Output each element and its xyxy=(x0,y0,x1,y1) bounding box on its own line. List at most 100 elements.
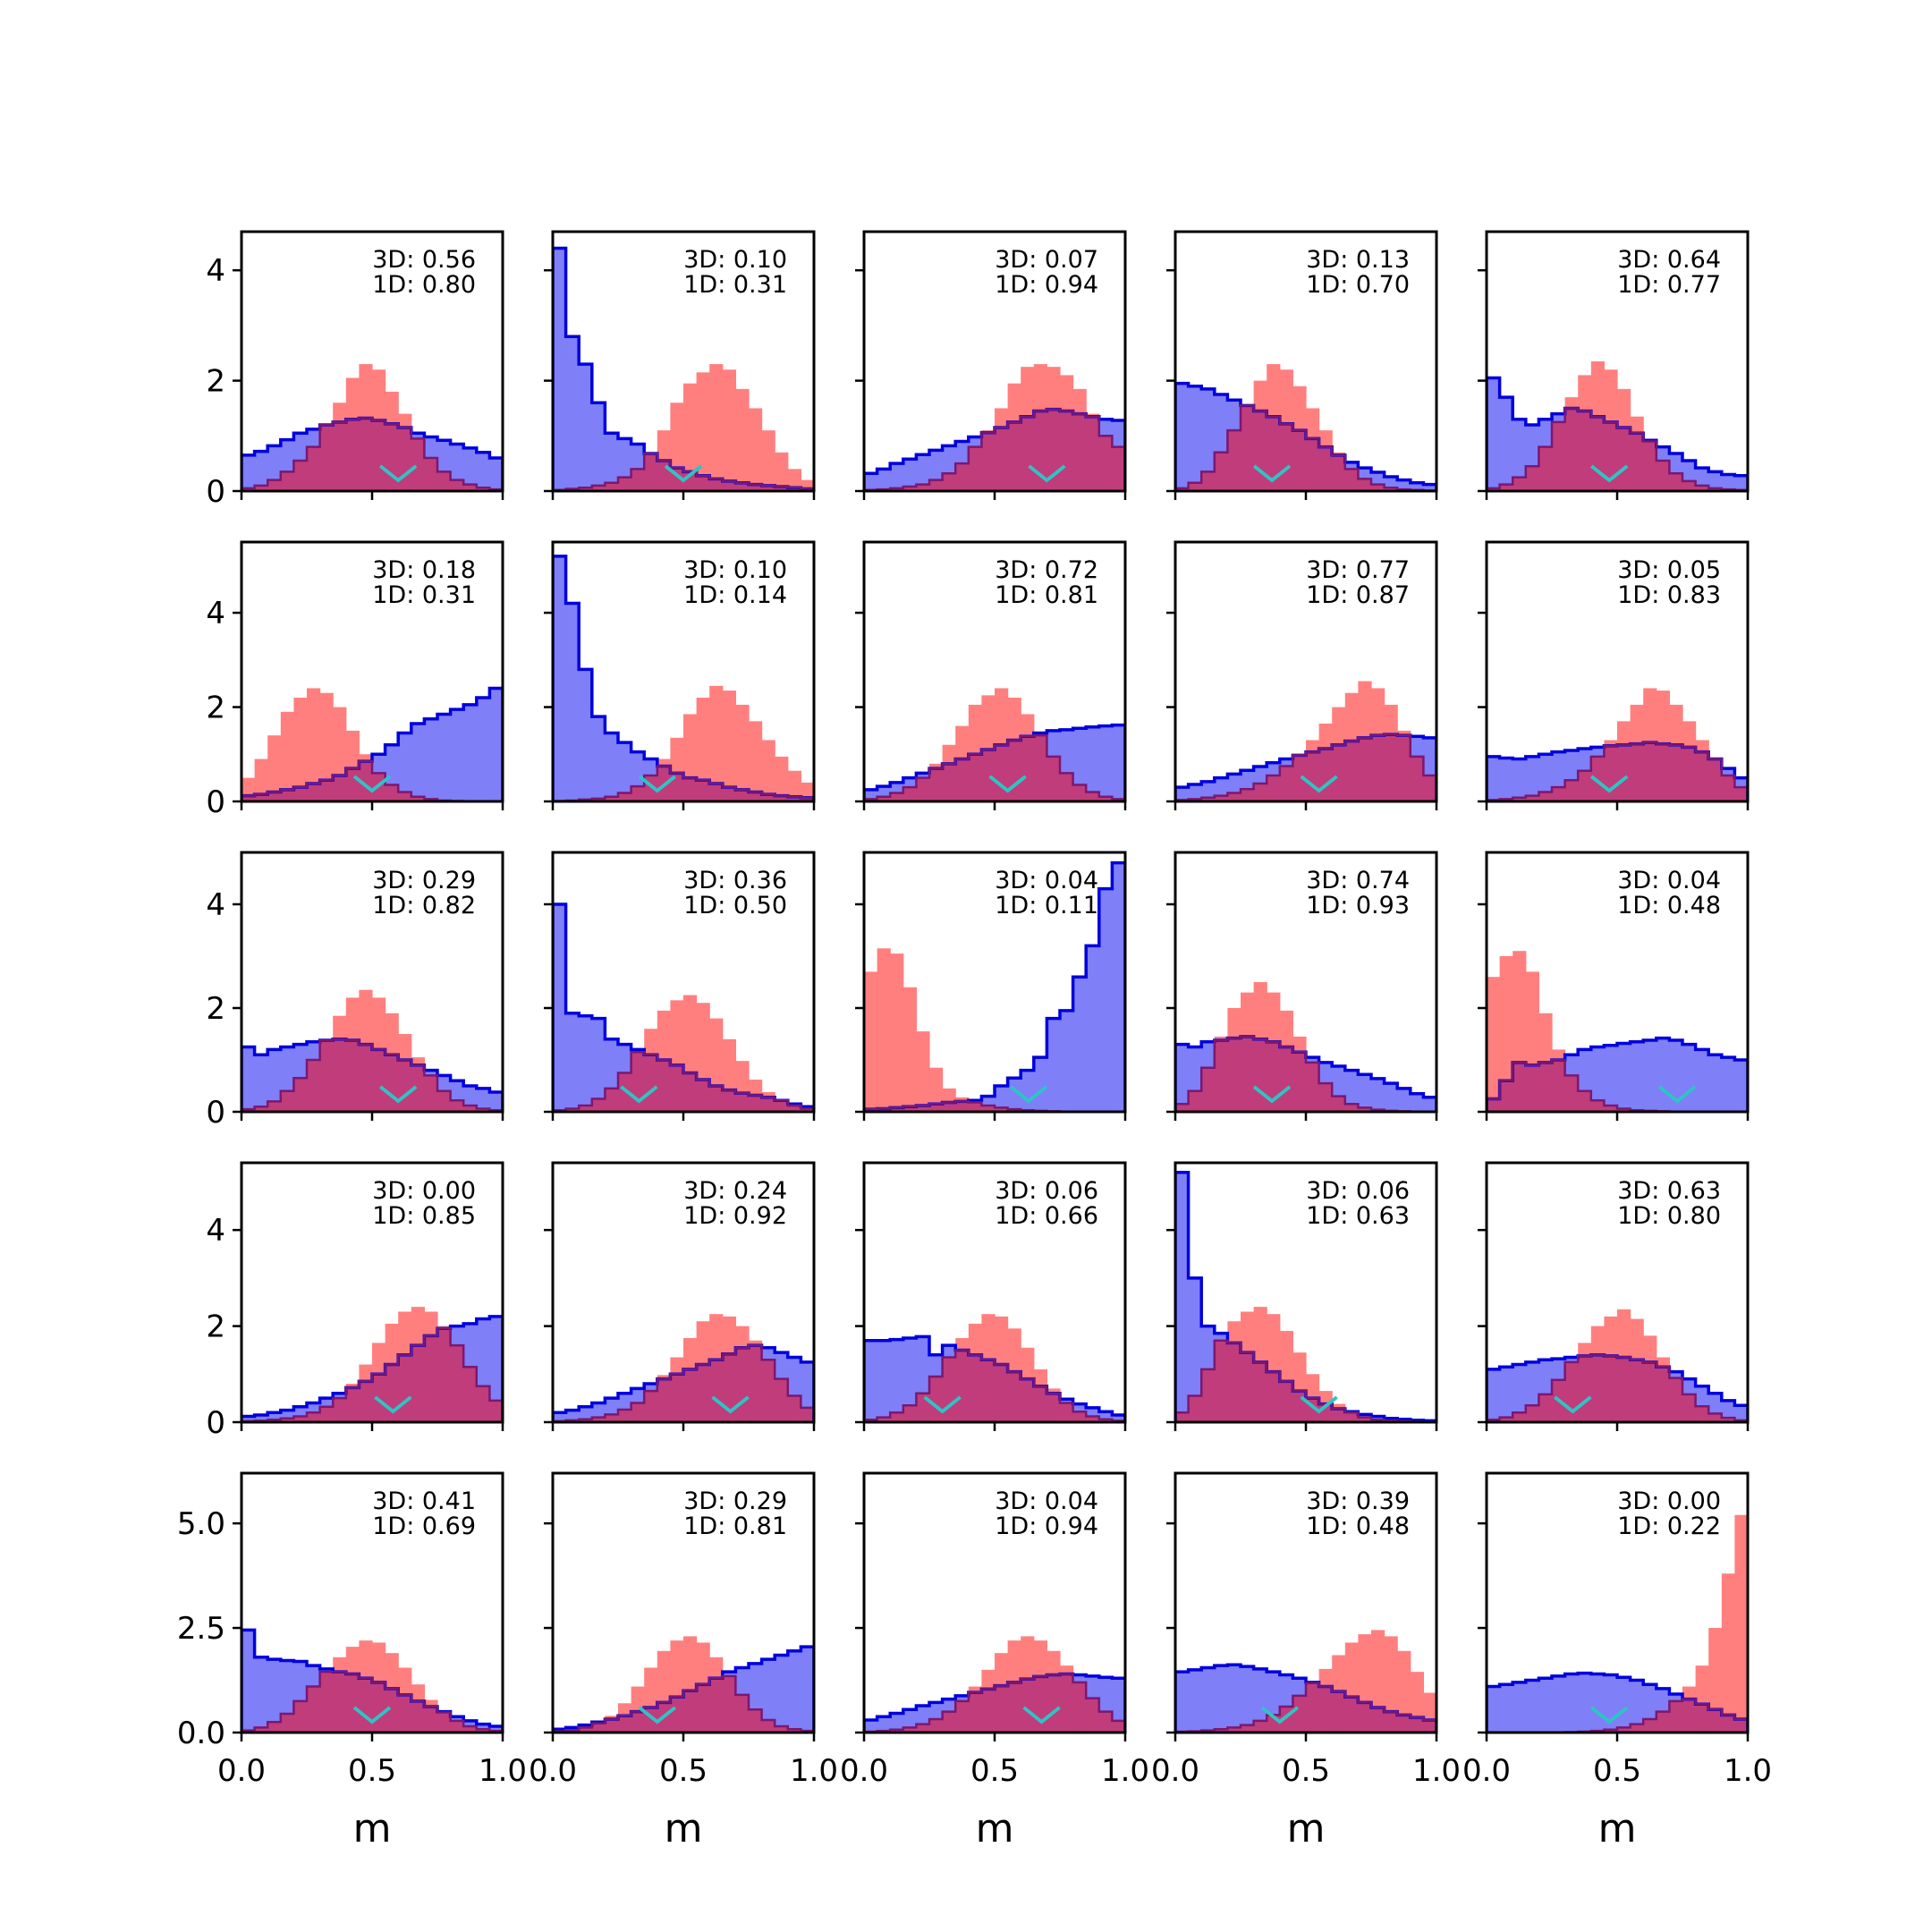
annotation-1d: 1D: 0.22 xyxy=(1617,1513,1721,1540)
red-bar xyxy=(1021,714,1035,737)
overlap-bar xyxy=(267,792,282,801)
red-bar xyxy=(1318,1668,1333,1687)
overlap-bar xyxy=(1590,756,1605,801)
overlap-bar xyxy=(1332,744,1346,801)
red-bar xyxy=(942,744,956,764)
x-tick-label: 1.0 xyxy=(1412,1753,1461,1789)
blue-bar xyxy=(1721,1057,1735,1112)
red-bar xyxy=(670,402,684,469)
overlap-bar xyxy=(450,1720,464,1733)
overlap-bar xyxy=(1384,1711,1398,1733)
overlap-bar xyxy=(319,780,334,801)
overlap-bar xyxy=(254,1106,268,1112)
overlap-bar xyxy=(670,1374,684,1422)
overlap-bar xyxy=(968,1692,982,1733)
annotation-3d: 3D: 0.07 xyxy=(995,246,1098,274)
annotation-3d: 3D: 0.10 xyxy=(683,246,787,274)
overlap-step-line xyxy=(553,1051,814,1112)
overlap-bar xyxy=(1590,1100,1605,1112)
y-tick-label: 2 xyxy=(206,691,225,726)
annotation-3d: 3D: 0.74 xyxy=(1306,867,1410,894)
panel-plot-area xyxy=(242,686,503,801)
overlap-bar xyxy=(902,487,917,491)
overlap-bar xyxy=(618,1072,632,1112)
overlap-bar xyxy=(1643,742,1657,801)
overlap-bar xyxy=(670,1697,684,1733)
blue-bar xyxy=(1423,484,1436,491)
red-bar xyxy=(981,1669,996,1690)
overlap-bar xyxy=(1617,1108,1631,1112)
red-bar xyxy=(775,756,789,796)
red-bar xyxy=(307,688,321,784)
marker-v xyxy=(1589,775,1629,793)
overlap-bar xyxy=(618,792,632,801)
overlap-bar xyxy=(385,1055,399,1112)
overlap-bar xyxy=(319,424,334,491)
blue-bar xyxy=(1630,1041,1644,1112)
red-bar xyxy=(1384,704,1398,735)
red-bar xyxy=(333,707,347,775)
overlap-bar xyxy=(1734,787,1748,801)
x-axis-label: m xyxy=(1598,1806,1637,1852)
blue-bar xyxy=(1358,1074,1372,1112)
red-bar xyxy=(749,1340,763,1346)
red-bar xyxy=(411,1057,425,1065)
x-tick-label: 0.5 xyxy=(1593,1753,1641,1789)
overlap-bar xyxy=(1227,1343,1241,1422)
overlap-bar xyxy=(749,1345,763,1422)
overlap-bar xyxy=(319,1406,334,1422)
overlap-bar xyxy=(1007,1682,1021,1733)
marker-v xyxy=(352,1706,392,1724)
red-bar xyxy=(1643,1335,1657,1362)
overlap-bar xyxy=(333,775,347,801)
overlap-bar xyxy=(1630,1360,1644,1422)
annotation-1d: 1D: 0.87 xyxy=(1306,581,1410,609)
overlap-bar xyxy=(1513,797,1527,801)
red-bar xyxy=(1371,1630,1385,1707)
red-bar xyxy=(749,408,763,485)
red-bar xyxy=(722,369,736,481)
blue-bar xyxy=(1098,725,1113,801)
overlap-bar xyxy=(1241,1724,1255,1733)
blue-bar xyxy=(1734,475,1748,491)
red-bar xyxy=(319,692,334,781)
overlap-bar xyxy=(1214,452,1228,491)
overlap-bar xyxy=(709,1360,724,1422)
overlap-bar xyxy=(1721,775,1735,801)
red-bar xyxy=(1578,1343,1592,1356)
overlap-bar xyxy=(1279,766,1293,801)
overlap-bar xyxy=(1227,1727,1241,1733)
blue-bar xyxy=(254,451,268,491)
annotation-3d: 3D: 0.56 xyxy=(372,246,476,274)
overlap-step-line xyxy=(1175,1035,1436,1112)
overlap-bar xyxy=(801,797,814,801)
overlap-bar xyxy=(1397,1715,1411,1733)
overlap-bar xyxy=(981,1360,996,1422)
red-bar xyxy=(1564,397,1579,409)
red-bar xyxy=(644,1029,658,1055)
blue-bar xyxy=(1175,383,1190,491)
overlap-bar xyxy=(722,1353,736,1422)
blue-bar xyxy=(864,473,878,491)
blue-bar xyxy=(1487,1686,1501,1733)
panel-plot-area xyxy=(864,688,1125,801)
overlap-bar xyxy=(981,1106,996,1112)
blue-bar xyxy=(1188,1277,1202,1422)
blue-bar xyxy=(1513,1364,1527,1422)
marker-v xyxy=(711,1395,750,1414)
marker-v xyxy=(378,1085,418,1104)
panel-plot-area xyxy=(864,364,1125,491)
red-bar xyxy=(1253,380,1267,411)
overlap-bar xyxy=(1344,1412,1359,1422)
overlap-bar xyxy=(1021,1378,1035,1422)
overlap-bar xyxy=(1267,1371,1281,1422)
overlap-bar xyxy=(1201,797,1216,801)
blue-bar xyxy=(591,1018,606,1112)
blue-bar xyxy=(1112,724,1125,801)
red-bar xyxy=(1358,1634,1372,1703)
red-bar xyxy=(968,1323,982,1355)
marker-v xyxy=(1028,464,1066,483)
x-tick-label: 0.0 xyxy=(529,1753,577,1789)
